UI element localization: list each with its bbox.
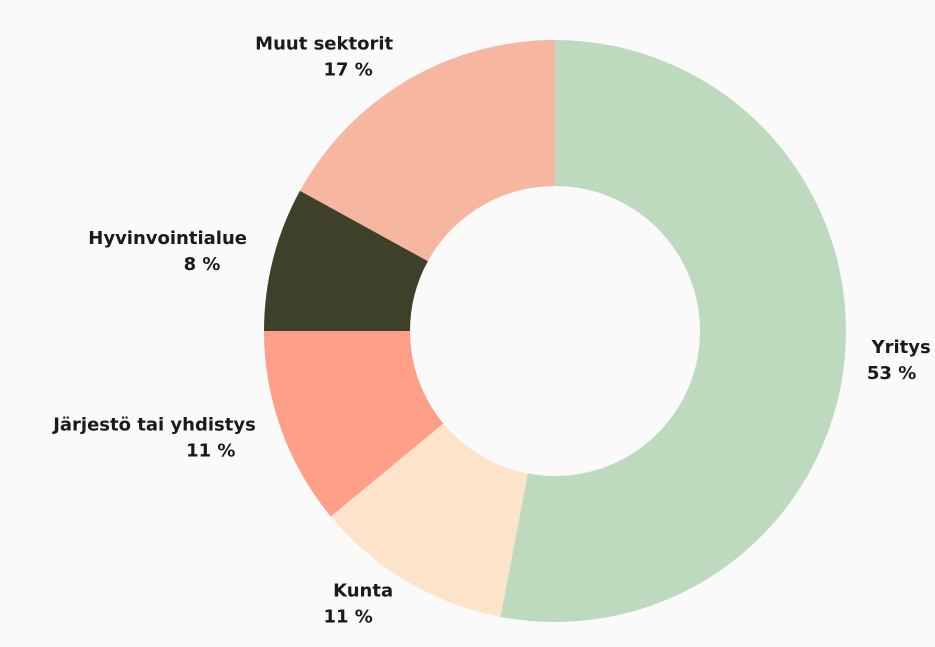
slice-label: Hyvinvointialue xyxy=(88,228,247,249)
slice-value-label: 11 % xyxy=(323,607,372,628)
donut-slice xyxy=(299,40,555,262)
slice-label: Järjestö tai yhdistys xyxy=(51,415,256,436)
slice-value-label: 8 % xyxy=(184,254,221,275)
slice-label: Yritys xyxy=(871,337,931,358)
donut-slice xyxy=(264,331,444,517)
slice-label: Kunta xyxy=(333,581,393,602)
slice-value-label: 11 % xyxy=(186,441,235,462)
donut-slice xyxy=(264,190,428,331)
slice-value-label: 53 % xyxy=(867,363,916,384)
donut-slice xyxy=(500,40,846,622)
slice-label: Muut sektorit xyxy=(255,33,393,54)
slice-value-label: 17 % xyxy=(323,59,372,80)
donut-slice xyxy=(330,423,528,617)
